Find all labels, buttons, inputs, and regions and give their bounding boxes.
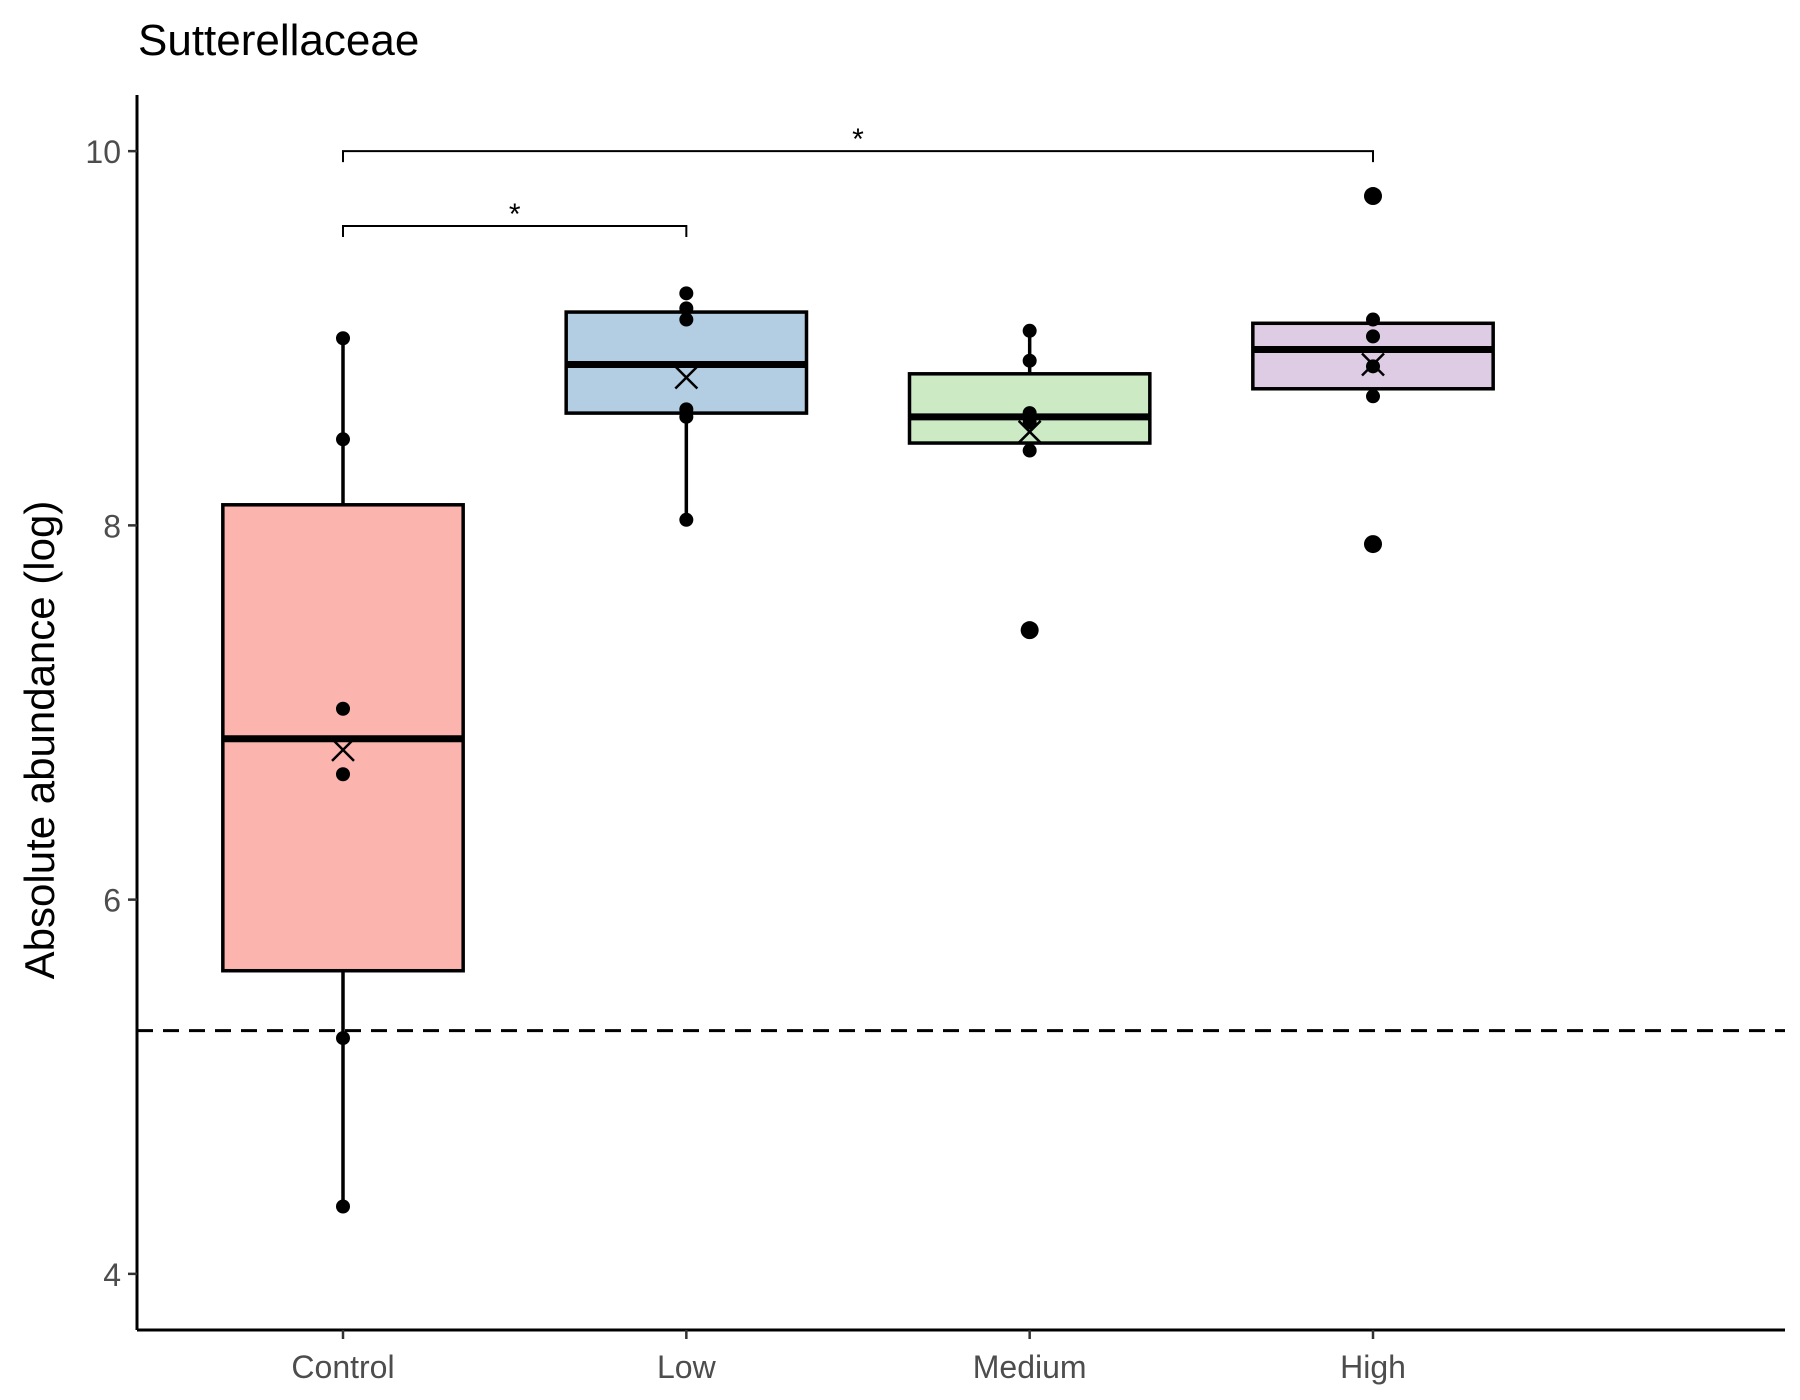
y-tick-label: 10	[85, 134, 121, 170]
outlier-point	[1020, 621, 1039, 640]
data-point	[336, 1031, 350, 1046]
data-point	[1022, 443, 1037, 458]
x-tick-label: High	[1340, 1349, 1406, 1385]
outlier-point	[1364, 187, 1382, 206]
data-point	[679, 312, 694, 327]
outlier-point	[1364, 535, 1382, 554]
data-point	[679, 286, 694, 301]
data-point	[336, 701, 350, 716]
mean-marker	[331, 738, 355, 762]
significance-label: *	[509, 198, 521, 231]
data-point	[1366, 359, 1380, 374]
data-point	[679, 409, 694, 424]
x-tick-label: Low	[657, 1349, 717, 1385]
mean-marker	[674, 365, 699, 390]
data-point	[336, 767, 350, 782]
mean-marker	[1017, 419, 1042, 444]
data-point	[1022, 353, 1037, 368]
data-point	[679, 301, 694, 316]
y-tick-label: 8	[103, 508, 121, 544]
data-point	[1022, 415, 1037, 430]
data-point	[1366, 389, 1380, 404]
data-point	[679, 512, 694, 527]
data-point	[1022, 323, 1037, 338]
significance-bracket	[342, 150, 1374, 163]
significance-bracket	[342, 224, 688, 237]
y-tick-label: 6	[103, 883, 121, 919]
data-point	[1366, 329, 1380, 344]
chart-title: Sutterellaceae	[138, 16, 420, 65]
x-tick-label: Control	[291, 1349, 394, 1385]
y-axis-label: Absolute abundance (log)	[16, 500, 63, 980]
data-point	[336, 331, 350, 346]
data-point	[336, 1199, 350, 1214]
x-tick-label: Medium	[973, 1349, 1087, 1385]
data-point	[336, 432, 350, 447]
significance-label: *	[852, 123, 864, 156]
y-tick-label: 4	[103, 1257, 121, 1293]
data-point	[1366, 312, 1380, 327]
